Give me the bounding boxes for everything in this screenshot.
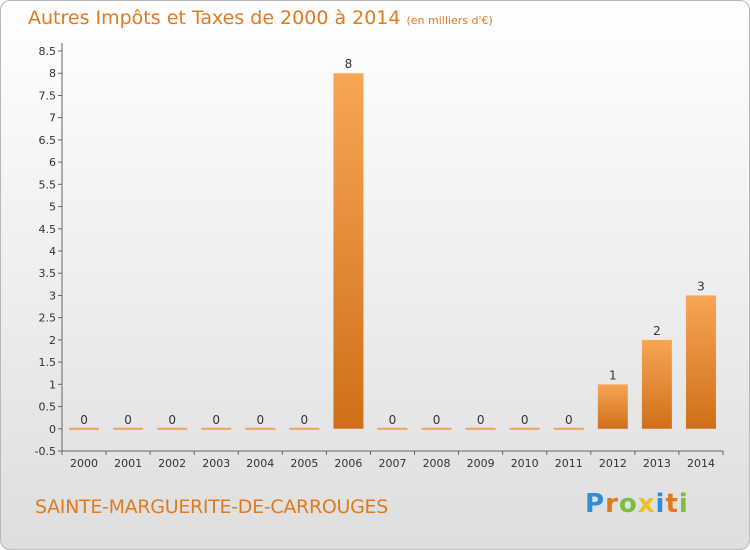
y-tick-label: 5.5: [39, 178, 57, 191]
data-label: 0: [80, 413, 88, 427]
data-label: 0: [124, 413, 132, 427]
x-tick-label: 2003: [202, 457, 230, 470]
data-label: 0: [212, 413, 220, 427]
x-tick-label: 2004: [246, 457, 274, 470]
data-label: 0: [433, 413, 441, 427]
y-tick-label: 0.5: [39, 401, 57, 414]
y-tick-label: 6: [49, 156, 56, 169]
data-label: 0: [256, 413, 264, 427]
x-tick-label: 2009: [467, 457, 495, 470]
data-label: 1: [609, 368, 617, 382]
bar: [597, 384, 628, 429]
data-label: 0: [301, 413, 309, 427]
y-tick-label: 0: [49, 423, 56, 436]
x-tick-label: 2008: [423, 457, 451, 470]
bar: [685, 295, 716, 429]
bar: [157, 427, 188, 430]
y-tick-label: 7: [49, 112, 56, 125]
x-tick-label: 2000: [70, 457, 98, 470]
x-tick-label: 2005: [290, 457, 318, 470]
x-tick-label: 2007: [379, 457, 407, 470]
bar: [333, 73, 364, 429]
bar: [641, 339, 672, 429]
data-label: 0: [477, 413, 485, 427]
bar: [377, 427, 408, 430]
bar: [553, 427, 584, 430]
y-tick-label: 3: [49, 289, 56, 302]
x-tick-label: 2002: [158, 457, 186, 470]
x-tick-label: 2006: [334, 457, 362, 470]
x-tick-label: 2010: [511, 457, 539, 470]
data-label: 0: [521, 413, 529, 427]
y-tick-label: 4.5: [39, 223, 57, 236]
y-tick-label: -0.5: [35, 445, 56, 458]
bar: [421, 427, 452, 430]
y-tick-label: 4: [49, 245, 56, 258]
chart-title-text: Autres Impôts et Taxes de 2000 à 2014: [28, 7, 401, 29]
data-label: 0: [565, 413, 573, 427]
bar: [245, 427, 276, 430]
x-tick-label: 2011: [555, 457, 583, 470]
commune-name: SAINTE-MARGUERITE-DE-CARROUGES: [35, 496, 389, 518]
x-tick-label: 2013: [643, 457, 671, 470]
bar: [69, 427, 100, 430]
bar: [289, 427, 320, 430]
bar: [113, 427, 144, 430]
x-tick-label: 2012: [599, 457, 627, 470]
y-tick-label: 5: [49, 201, 56, 214]
chart-subtitle: (en milliers d'€): [406, 14, 493, 27]
bar: [509, 427, 540, 430]
chart-title: Autres Impôts et Taxes de 2000 à 2014 (en…: [28, 7, 493, 29]
bar: [201, 427, 232, 430]
x-tick-label: 2001: [114, 457, 142, 470]
y-tick-label: 3.5: [39, 267, 57, 280]
x-tick-label: 2014: [687, 457, 715, 470]
y-tick-label: 1: [49, 378, 56, 391]
data-label: 2: [653, 324, 661, 338]
proxiti-logo: Proxiti: [585, 489, 689, 519]
y-tick-label: 8.5: [39, 45, 57, 58]
y-tick-label: 7.5: [39, 89, 57, 102]
data-label: 3: [697, 279, 705, 293]
bar: [465, 427, 496, 430]
data-label: 8: [345, 57, 353, 71]
y-tick-label: 2: [49, 334, 56, 347]
y-tick-label: 8: [49, 67, 56, 80]
data-label: 0: [389, 413, 397, 427]
y-tick-label: 2.5: [39, 312, 57, 325]
y-tick-label: 1.5: [39, 356, 57, 369]
y-tick-label: 6.5: [39, 134, 57, 147]
data-label: 0: [168, 413, 176, 427]
